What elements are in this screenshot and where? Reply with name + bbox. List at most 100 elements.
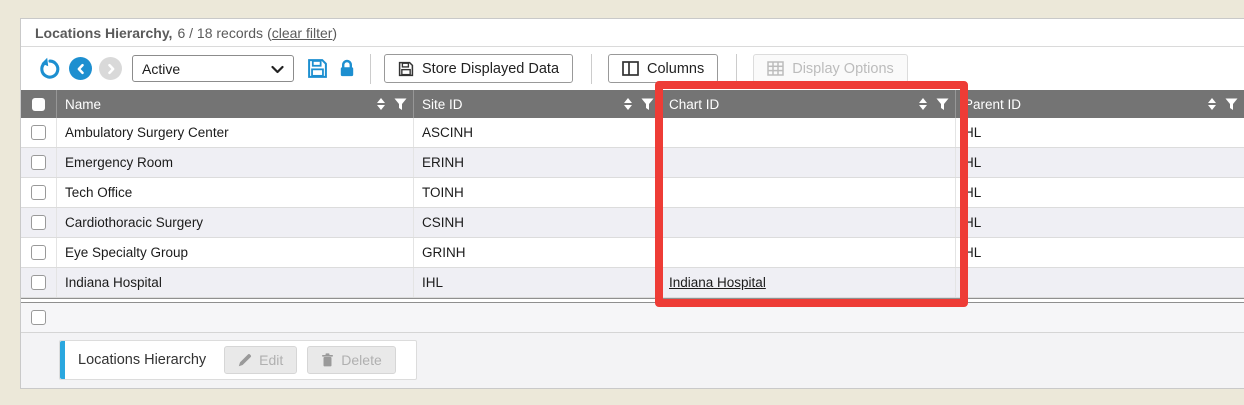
store-displayed-data-button[interactable]: Store Displayed Data bbox=[384, 54, 574, 83]
locations-hierarchy-panel: Locations Hierarchy, 6 / 18 records ( cl… bbox=[20, 18, 1244, 389]
site-id-cell: ASCINH bbox=[413, 118, 660, 147]
row-checkbox[interactable] bbox=[31, 215, 46, 230]
store-displayed-data-label: Store Displayed Data bbox=[422, 60, 560, 77]
footer-bar: Locations Hierarchy Edit bbox=[21, 333, 1244, 388]
parent-id-cell: HL bbox=[955, 178, 1244, 207]
back-icon[interactable] bbox=[69, 57, 92, 80]
grid-end-divider bbox=[21, 298, 1244, 303]
lock-icon[interactable] bbox=[337, 58, 357, 79]
name-cell: Emergency Room bbox=[56, 148, 413, 177]
save-floppy-icon bbox=[398, 61, 414, 77]
save-icon[interactable] bbox=[307, 58, 328, 79]
checkbox-cell bbox=[21, 118, 56, 147]
row-checkbox[interactable] bbox=[31, 310, 46, 325]
filter-icon[interactable] bbox=[394, 98, 407, 111]
row-checkbox[interactable] bbox=[31, 185, 46, 200]
paren-close: ) bbox=[332, 24, 338, 41]
sort-icon[interactable] bbox=[377, 98, 385, 110]
select-all-checkbox[interactable] bbox=[32, 97, 45, 111]
filter-icon[interactable] bbox=[641, 98, 654, 111]
accent-bar bbox=[60, 341, 65, 379]
column-header-name[interactable]: Name bbox=[56, 90, 413, 118]
toolbar-separator bbox=[736, 53, 738, 84]
column-label: Chart ID bbox=[669, 96, 720, 112]
filter-icon[interactable] bbox=[936, 98, 949, 111]
chart-id-cell bbox=[660, 208, 955, 237]
chart-id-cell: Indiana Hospital bbox=[660, 268, 955, 297]
site-id-cell: IHL bbox=[413, 268, 660, 297]
undo-icon[interactable] bbox=[37, 57, 61, 81]
checkbox-cell bbox=[21, 208, 56, 237]
site-id-cell: TOINH bbox=[413, 178, 660, 207]
checkbox-cell bbox=[21, 148, 56, 177]
site-id-cell: CSINH bbox=[413, 208, 660, 237]
column-label: Name bbox=[65, 96, 102, 112]
panel-title-bar: Locations Hierarchy, 6 / 18 records ( cl… bbox=[21, 19, 1244, 47]
row-checkbox[interactable] bbox=[31, 245, 46, 260]
clear-filter-link[interactable]: clear filter bbox=[271, 24, 333, 41]
delete-label: Delete bbox=[341, 352, 382, 368]
new-row[interactable] bbox=[21, 303, 1244, 333]
column-header-parent-id[interactable]: Parent ID bbox=[955, 90, 1244, 118]
forward-icon[interactable] bbox=[99, 57, 122, 80]
page-title: Locations Hierarchy, bbox=[35, 24, 173, 41]
table-row[interactable]: Indiana Hospital IHL Indiana Hospital bbox=[21, 268, 1244, 298]
site-id-cell: ERINH bbox=[413, 148, 660, 177]
table-grid-icon bbox=[767, 61, 784, 76]
footer-label: Locations Hierarchy bbox=[78, 352, 207, 368]
name-cell: Tech Office bbox=[56, 178, 413, 207]
checkbox-cell bbox=[21, 268, 56, 297]
columns-icon bbox=[622, 61, 639, 76]
toolbar-separator bbox=[370, 53, 371, 84]
column-header-chart-id[interactable]: Chart ID bbox=[660, 90, 955, 118]
edit-label: Edit bbox=[259, 352, 284, 368]
parent-id-cell: HL bbox=[955, 148, 1244, 177]
name-cell: Ambulatory Surgery Center bbox=[56, 118, 413, 147]
delete-button[interactable]: Delete bbox=[307, 346, 396, 374]
selection-actions-box: Locations Hierarchy Edit bbox=[59, 340, 417, 380]
columns-button[interactable]: Columns bbox=[608, 54, 719, 83]
row-checkbox[interactable] bbox=[31, 275, 46, 290]
columns-label: Columns bbox=[647, 60, 705, 77]
sort-icon[interactable] bbox=[1208, 98, 1216, 110]
toolbar: Active bbox=[21, 47, 1244, 90]
table-row[interactable]: Emergency Room ERINH HL bbox=[21, 148, 1244, 178]
table-row[interactable]: Eye Specialty Group GRINH HL bbox=[21, 238, 1244, 268]
column-header-site-id[interactable]: Site ID bbox=[413, 90, 660, 118]
filter-icon[interactable] bbox=[1225, 98, 1238, 111]
row-checkbox[interactable] bbox=[31, 125, 46, 140]
sort-icon[interactable] bbox=[624, 98, 632, 110]
sort-icon[interactable] bbox=[919, 98, 927, 110]
checkbox-cell bbox=[21, 238, 56, 267]
chart-id-cell bbox=[660, 148, 955, 177]
name-cell: Indiana Hospital bbox=[56, 268, 413, 297]
parent-id-cell: HL bbox=[955, 238, 1244, 267]
status-filter-value: Active bbox=[142, 60, 181, 77]
site-id-cell: GRINH bbox=[413, 238, 660, 267]
grid-header-row: Name Site ID Chart ID bbox=[21, 90, 1244, 118]
name-cell: Cardiothoracic Surgery bbox=[56, 208, 413, 237]
parent-id-cell bbox=[955, 268, 1244, 297]
display-options-button[interactable]: Display Options bbox=[753, 54, 908, 83]
chart-id-link[interactable]: Indiana Hospital bbox=[669, 275, 766, 290]
table-row[interactable]: Tech Office TOINH HL bbox=[21, 178, 1244, 208]
chart-id-cell bbox=[660, 118, 955, 147]
parent-id-cell: HL bbox=[955, 118, 1244, 147]
record-count: 6 / 18 records bbox=[177, 24, 264, 41]
display-options-label: Display Options bbox=[792, 60, 894, 77]
header-checkbox-cell bbox=[21, 90, 56, 118]
edit-button[interactable]: Edit bbox=[224, 346, 298, 374]
name-cell: Eye Specialty Group bbox=[56, 238, 413, 267]
parent-id-cell: HL bbox=[955, 208, 1244, 237]
status-filter-select[interactable]: Active bbox=[132, 55, 294, 82]
pencil-icon bbox=[238, 353, 252, 367]
toolbar-separator bbox=[591, 53, 593, 84]
chevron-down-icon bbox=[271, 61, 284, 77]
table-row[interactable]: Ambulatory Surgery Center ASCINH HL bbox=[21, 118, 1244, 148]
row-checkbox[interactable] bbox=[31, 155, 46, 170]
checkbox-cell bbox=[21, 178, 56, 207]
chart-id-cell bbox=[660, 178, 955, 207]
column-label: Parent ID bbox=[964, 96, 1022, 112]
table-row[interactable]: Cardiothoracic Surgery CSINH HL bbox=[21, 208, 1244, 238]
